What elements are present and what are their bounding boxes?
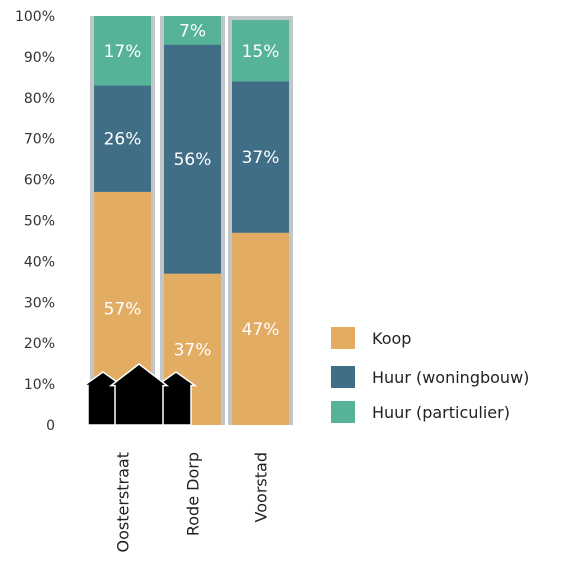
y-axis: 0 10% 20% 30% 40% 50% 60% 70% 80% 90% 100%: [15, 9, 55, 434]
y-tick-label: 10%: [24, 377, 55, 393]
data-label: 15%: [242, 42, 280, 62]
x-category-label: Rode Dorp: [184, 452, 203, 536]
legend-label: Huur (particulier): [372, 403, 510, 422]
data-label: 57%: [104, 299, 142, 319]
bar-segment: [94, 85, 151, 192]
data-label: 56%: [174, 150, 212, 170]
y-tick-label: 80%: [24, 91, 55, 107]
bar-segment: [94, 16, 151, 86]
legend-swatch: [331, 401, 355, 423]
legend-swatch: [331, 327, 355, 349]
bars: 57% 26% 17% 37% 56% 7% 47% 37% 15%: [90, 16, 293, 425]
bar-segment: [164, 16, 221, 45]
x-axis: Oosterstraat Rode Dorp Voorstad: [114, 452, 271, 552]
house-icons: [81, 363, 198, 426]
legend-label: Koop: [372, 329, 411, 348]
y-tick-label: 20%: [24, 336, 55, 352]
data-label: 47%: [242, 320, 280, 340]
x-category-label: Oosterstraat: [114, 452, 133, 552]
data-label: 17%: [104, 42, 142, 62]
data-label: 37%: [174, 340, 212, 360]
y-tick-label: 30%: [24, 295, 55, 311]
bar-segment: [232, 20, 289, 82]
data-label: 7%: [179, 21, 206, 41]
legend: Koop Huur (woningbouw) Huur (particulier): [331, 327, 529, 423]
bar-segment: [232, 232, 289, 425]
y-tick-label: 60%: [24, 173, 55, 189]
y-tick-label: 50%: [24, 214, 55, 230]
data-label: 26%: [104, 130, 142, 150]
bar-segment: [232, 81, 289, 233]
x-category-label: Voorstad: [252, 452, 271, 522]
y-tick-label: 0: [46, 418, 55, 434]
data-label: 37%: [242, 148, 280, 168]
legend-label: Huur (woningbouw): [372, 368, 529, 387]
y-tick-label: 40%: [24, 254, 55, 270]
y-tick-label: 70%: [24, 132, 55, 148]
house-icon-large: [108, 363, 170, 426]
legend-swatch: [331, 366, 355, 388]
y-tick-label: 100%: [15, 9, 55, 25]
y-tick-label: 90%: [24, 50, 55, 66]
bar-segment: [164, 44, 221, 274]
